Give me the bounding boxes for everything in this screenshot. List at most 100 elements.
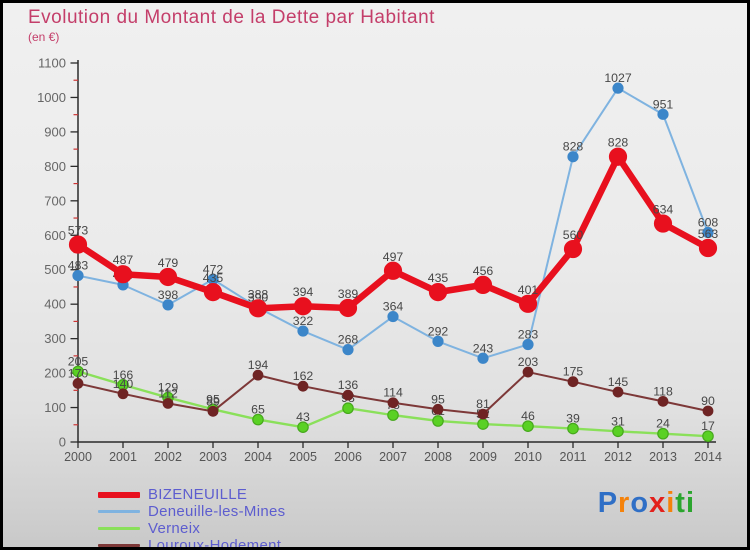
legend-label: Louroux-Hodement	[148, 537, 282, 550]
data-point-Louroux-Hodement	[342, 389, 354, 401]
x-axis-tick-label: 2008	[424, 450, 452, 464]
y-axis-tick-label: 1000	[37, 90, 66, 105]
data-label-Verneix: 95	[206, 392, 220, 406]
data-point-BIZENEUILLE	[473, 275, 493, 294]
y-axis-tick-label: 900	[44, 124, 66, 139]
x-axis-tick-label: 2011	[560, 450, 587, 464]
data-label-Verneix: 31	[611, 414, 625, 428]
y-axis-tick-label: 700	[44, 193, 66, 208]
data-label-BIZENEUILLE: 479	[158, 256, 179, 270]
data-label-Louroux-Hodement: 175	[563, 365, 584, 379]
x-axis-tick-label: 2007	[379, 450, 407, 464]
data-point-BIZENEUILLE	[203, 283, 223, 302]
data-point-Deneuille-les-Mines	[72, 269, 84, 282]
legend-item: Louroux-Hodement	[98, 537, 285, 550]
x-axis-tick-label: 2005	[289, 450, 317, 464]
data-label-Louroux-Hodement: 136	[338, 378, 359, 392]
data-label-Louroux-Hodement: 81	[476, 397, 490, 411]
data-label-Louroux-Hodement: 145	[608, 375, 629, 389]
data-label-Deneuille-les-Mines: 268	[338, 333, 359, 347]
data-point-Deneuille-les-Mines	[387, 310, 399, 323]
data-point-Louroux-Hodement	[252, 369, 264, 381]
data-label-BIZENEUILLE: 563	[698, 227, 719, 241]
x-axis-tick-label: 2009	[469, 450, 497, 464]
data-label-Verneix: 166	[113, 368, 134, 382]
logo-letter: r	[618, 487, 631, 519]
data-point-BIZENEUILLE	[248, 299, 268, 318]
data-point-Verneix	[657, 427, 669, 440]
data-label-Verneix: 129	[158, 381, 179, 395]
data-label-Verneix: 17	[701, 419, 715, 433]
data-point-Verneix	[297, 421, 309, 433]
legend-item: BIZENEUILLE	[98, 486, 285, 503]
data-label-Louroux-Hodement: 140	[113, 377, 134, 391]
data-point-Verneix	[567, 422, 579, 435]
data-label-Verneix: 43	[296, 410, 310, 424]
data-point-BIZENEUILLE	[338, 298, 358, 318]
data-label-BIZENEUILLE: 634	[653, 203, 674, 217]
data-label-Deneuille-les-Mines: 608	[698, 216, 719, 230]
data-point-Louroux-Hodement	[387, 397, 399, 409]
chart-legend: BIZENEUILLE Deneuille-les-Mines Verneix Lou…	[98, 486, 285, 550]
y-axis-tick-label: 0	[59, 435, 66, 450]
data-point-BIZENEUILLE	[158, 267, 178, 287]
x-axis-tick-label: 2003	[199, 450, 227, 464]
legend-label: Verneix	[148, 520, 201, 537]
data-label-BIZENEUILLE: 435	[428, 271, 449, 285]
data-point-Louroux-Hodement	[567, 376, 579, 388]
proxiti-logo[interactable]: Proxiti	[598, 487, 695, 520]
data-label-BIZENEUILLE: 389	[338, 287, 359, 301]
data-point-Verneix	[387, 409, 399, 421]
legend-swatch	[98, 544, 140, 547]
x-axis-tick-label: 2004	[244, 450, 272, 464]
data-label-Louroux-Hodement: 170	[68, 366, 89, 380]
data-label-BIZENEUILLE: 394	[293, 285, 314, 299]
logo-letter: t	[675, 487, 686, 519]
data-point-BIZENEUILLE	[428, 283, 448, 302]
logo-letter: P	[597, 487, 619, 519]
data-point-Louroux-Hodement	[477, 408, 489, 420]
y-axis-tick-label: 500	[44, 262, 66, 277]
data-point-BIZENEUILLE	[653, 214, 673, 233]
data-point-Louroux-Hodement	[297, 380, 309, 392]
page-title: Evolution du Montant de la Dette par Hab…	[28, 7, 435, 28]
data-label-Louroux-Hodement: 90	[701, 394, 715, 408]
data-point-Verneix	[342, 402, 354, 415]
data-point-Deneuille-les-Mines	[522, 338, 534, 351]
data-label-BIZENEUILLE: 573	[68, 224, 89, 238]
x-axis-tick-label: 2001	[109, 450, 137, 464]
data-label-Louroux-Hodement: 118	[653, 384, 673, 398]
data-label-Deneuille-les-Mines: 483	[68, 259, 89, 273]
data-label-BIZENEUILLE: 560	[563, 228, 584, 242]
data-label-Louroux-Hodement: 162	[293, 369, 314, 383]
x-axis-tick-label: 2000	[64, 450, 92, 464]
data-point-BIZENEUILLE	[383, 261, 403, 280]
data-label-BIZENEUILLE: 435	[203, 271, 224, 285]
data-point-Louroux-Hodement	[432, 403, 444, 415]
data-point-Deneuille-les-Mines	[612, 82, 624, 94]
logo-letter: i	[685, 487, 695, 519]
data-point-Verneix	[432, 415, 444, 427]
y-axis-tick-label: 800	[44, 159, 66, 174]
data-point-Verneix	[702, 430, 714, 442]
series-line-BIZENEUILLE	[74, 153, 712, 312]
legend-item: Verneix	[98, 520, 285, 537]
legend-item: Deneuille-les-Mines	[98, 503, 285, 520]
data-point-BIZENEUILLE	[113, 265, 133, 284]
data-point-Louroux-Hodement	[72, 378, 84, 389]
data-label-BIZENEUILLE: 456	[473, 264, 494, 278]
data-point-Deneuille-les-Mines	[567, 151, 579, 163]
data-point-Verneix	[522, 420, 534, 432]
legend-swatch	[98, 527, 140, 530]
y-axis-tick-label: 300	[44, 331, 66, 346]
data-label-Deneuille-les-Mines: 322	[293, 314, 314, 328]
data-label-BIZENEUILLE: 487	[113, 253, 134, 267]
legend-swatch	[98, 491, 140, 498]
chart-unit-subtitle: (en €)	[28, 29, 60, 44]
data-point-BIZENEUILLE	[698, 238, 718, 258]
debt-evolution-line-chart: 0 100 200 300 400 500 600 700 800 900 1000 1100 2000…	[37, 56, 722, 465]
data-point-Louroux-Hodement	[612, 386, 624, 398]
data-label-Louroux-Hodement: 112	[158, 386, 178, 400]
data-label-Deneuille-les-Mines: 243	[473, 341, 494, 355]
x-axis-tick-label: 2014	[694, 450, 722, 464]
